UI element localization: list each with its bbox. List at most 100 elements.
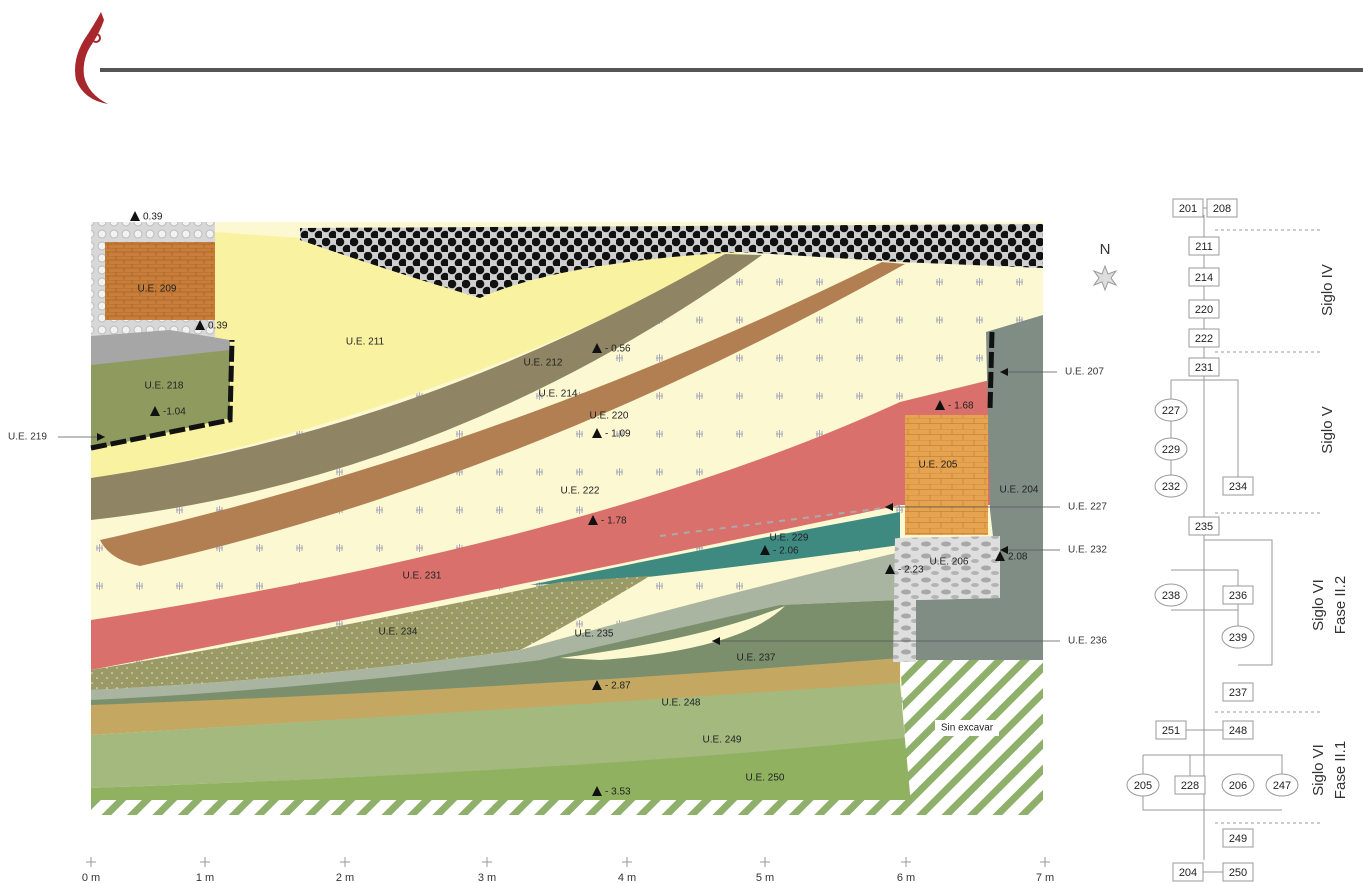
matrix-node-label: 201 [1179,203,1197,215]
matrix-node [1222,862,1254,882]
scale-tick [901,857,911,867]
matrix-node [1222,828,1254,848]
layer-label: U.E. 229 [770,533,809,544]
matrix-node-label: 205 [1134,780,1152,792]
matrix-node-label: 231 [1195,362,1213,374]
elevation-label: - 2.23 [898,565,924,576]
scale-label: 3 m [478,872,496,883]
period-label: Siglo VI [1310,579,1327,631]
layer-label: U.E. 248 [662,698,701,709]
callout-label: U.E. 236 [1068,636,1107,647]
wall-207 [987,331,995,411]
layer-label: U.E. 235 [575,629,614,640]
matrix-node-label: 228 [1181,780,1199,792]
elevation-marker [935,400,945,410]
scale-label: 0 m [82,872,100,883]
period-label: Siglo V [1319,406,1336,454]
matrix-node [1222,720,1254,740]
matrix-lines [1142,207,1320,873]
matrix-node [1221,773,1255,797]
matrix-node [1126,773,1160,797]
period-label: Siglo VI [1310,744,1327,796]
layer-237 [91,600,900,708]
layer-label: U.E. 212 [524,358,563,369]
matrix-node [1154,398,1188,422]
layer-label: U.E. 220 [590,411,629,422]
leader-arrow [885,503,893,511]
matrix-node-label: 220 [1195,304,1213,316]
layer-229 [530,512,900,585]
elevation-label: - 0.56 [605,344,631,355]
layer-209 [105,242,215,320]
scale-label: 2 m [336,872,354,883]
layer-label: U.E. 237 [737,653,776,664]
layer-label: U.E. 204 [1000,485,1039,496]
bedrock-hatch [91,800,1043,815]
layer-211 [91,232,740,480]
matrix-node-label: 250 [1229,867,1247,879]
callout-label: U.E. 207 [1065,367,1104,378]
matrix-node-label: 249 [1229,833,1247,845]
layer-label: U.E. 206 [930,557,969,568]
matrix-node-label: 204 [1179,867,1197,879]
matrix-node [1188,267,1220,287]
unexcavated [900,660,1043,815]
scale-label: 6 m [897,872,915,883]
matrix-node [1265,773,1299,797]
elevation-marker [760,545,770,555]
matrix-node-label: 232 [1162,481,1180,493]
matrix-node [1222,585,1254,605]
matrix-node [1188,299,1220,319]
elevation-label: - 1.78 [601,516,627,527]
matrix-node-label: 237 [1229,687,1247,699]
layer-label: U.E. 205 [919,460,958,471]
elevation-label: -1.04 [163,407,186,418]
matrix-node-label: 239 [1229,632,1247,644]
callout-label: U.E. 227 [1068,502,1107,513]
layer-label: U.E. 231 [403,571,442,582]
elevation-label: 0.39 [143,212,163,223]
elevation-marker [150,406,160,416]
layer-231 [91,380,990,670]
layer-220 [100,262,905,566]
elevation-marker [885,564,895,574]
matrix-node-label: 211 [1195,241,1213,253]
scale-tick [340,857,350,867]
scale-tick [482,857,492,867]
elevation-label: - 2.87 [605,681,631,692]
matrix-node-label: 222 [1195,333,1213,345]
elevation-label: - 2.06 [773,546,799,557]
matrix-node [1188,516,1220,536]
matrix-node-label: 251 [1162,725,1180,737]
elevation-label: 0.39 [208,321,228,332]
matrix-node [1154,437,1188,461]
logo [75,12,108,104]
elevation-marker [592,786,602,796]
matrix-node [1222,682,1254,702]
layer-label: U.E. 211 [346,337,385,348]
layer-205 [905,415,988,535]
matrix-node-label: 206 [1229,780,1247,792]
scale-tick [200,857,210,867]
north-arrow [1092,264,1118,292]
matrix-node-label: 229 [1162,444,1180,456]
layer-236 [560,606,785,660]
scale-label: 1 m [196,872,214,883]
layer-top [300,224,1043,298]
elevation-marker [592,680,602,690]
leader-arrow [1000,368,1008,376]
elevation-label: - 1.09 [605,429,631,440]
matrix-node [1221,625,1255,649]
matrix-node-label: 214 [1195,272,1213,284]
matrix-node [1154,583,1188,607]
callout-label: U.E. 219 [8,432,47,443]
matrix-node-label: 208 [1213,203,1231,215]
layer-label: U.E. 214 [539,389,578,400]
scale-tick [1040,857,1050,867]
scale-label: 4 m [618,872,636,883]
label-bg [935,720,999,736]
leader-arrow [97,433,105,441]
elevation-marker [592,343,602,353]
matrix-node [1154,474,1188,498]
scale-label: 7 m [1036,872,1054,883]
